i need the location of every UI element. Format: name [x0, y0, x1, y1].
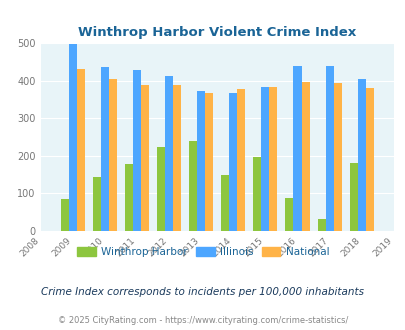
Bar	[301, 82, 309, 231]
Bar	[60, 199, 68, 231]
Bar	[365, 88, 373, 231]
Bar	[189, 141, 197, 231]
Bar	[77, 69, 85, 231]
Title: Winthrop Harbor Violent Crime Index: Winthrop Harbor Violent Crime Index	[78, 26, 356, 39]
Bar	[221, 175, 229, 231]
Text: © 2025 CityRating.com - https://www.cityrating.com/crime-statistics/: © 2025 CityRating.com - https://www.city…	[58, 315, 347, 325]
Bar	[293, 66, 301, 231]
Text: Crime Index corresponds to incidents per 100,000 inhabitants: Crime Index corresponds to incidents per…	[41, 287, 364, 297]
Bar	[229, 92, 237, 231]
Legend: Winthrop Harbor, Illinois, National: Winthrop Harbor, Illinois, National	[72, 243, 333, 261]
Bar	[237, 89, 245, 231]
Bar	[333, 83, 341, 231]
Bar	[253, 157, 261, 231]
Bar	[325, 66, 333, 231]
Bar	[109, 79, 117, 231]
Bar	[317, 218, 325, 231]
Bar	[205, 93, 213, 231]
Bar	[68, 44, 77, 231]
Bar	[197, 91, 205, 231]
Bar	[349, 163, 357, 231]
Bar	[173, 85, 181, 231]
Bar	[125, 164, 132, 231]
Bar	[93, 177, 100, 231]
Bar	[285, 198, 293, 231]
Bar	[100, 67, 109, 231]
Bar	[261, 87, 269, 231]
Bar	[357, 79, 365, 231]
Bar	[269, 87, 277, 231]
Bar	[132, 70, 141, 231]
Bar	[141, 85, 149, 231]
Bar	[157, 148, 164, 231]
Bar	[164, 76, 173, 231]
